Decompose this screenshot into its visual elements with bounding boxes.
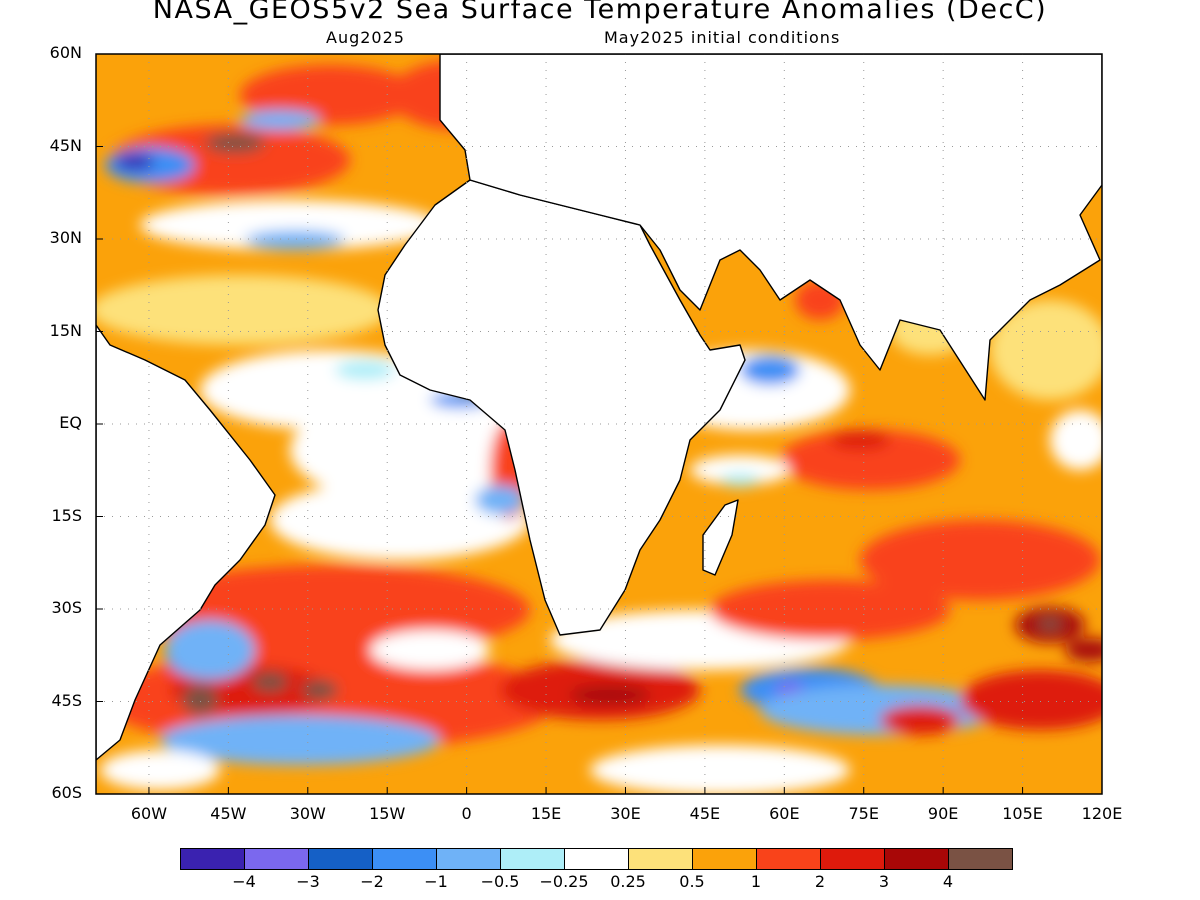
colorbar-label: −3 xyxy=(296,872,320,891)
initial-conditions: May2025 initial conditions xyxy=(604,28,841,47)
lat-label: 30S xyxy=(51,598,82,617)
colorbar-swatch xyxy=(309,849,373,869)
lon-label: 60W xyxy=(130,804,168,823)
colorbar-swatch xyxy=(245,849,309,869)
colorbar-label: −0.5 xyxy=(480,872,520,891)
valid-month: Aug2025 xyxy=(326,28,405,47)
colorbar-label: −0.25 xyxy=(539,872,589,891)
lon-label: 60E xyxy=(769,804,800,823)
colorbar-label: −1 xyxy=(424,872,448,891)
lat-label: 45S xyxy=(51,690,82,710)
lat-label: 60S xyxy=(51,783,82,802)
colorbar-label: 0.5 xyxy=(679,872,705,891)
colorbar xyxy=(180,848,1013,870)
europe-asia-landmass xyxy=(439,54,1102,401)
colorbar-label: 4 xyxy=(942,872,954,891)
lon-label: 105E xyxy=(1002,804,1043,823)
colorbar-label: −2 xyxy=(360,872,384,891)
lat-lon-grid xyxy=(96,54,1102,794)
lon-label: 75E xyxy=(848,804,879,823)
lon-label: 90E xyxy=(927,804,959,823)
colorbar-swatch xyxy=(565,849,629,869)
chart-title: NASA_GEOS5v2 Sea Surface Temperature Ano… xyxy=(152,0,1048,25)
colorbar-swatch xyxy=(373,849,437,869)
africa-landmass xyxy=(377,179,746,636)
land-masses xyxy=(96,54,1102,761)
colorbar-swatch xyxy=(949,849,1012,869)
lon-label: 15E xyxy=(530,804,562,823)
colorbar-swatch xyxy=(693,849,757,869)
colorbar-swatch xyxy=(821,849,885,869)
lat-label: 60N xyxy=(49,43,82,62)
lat-label: 15N xyxy=(49,320,82,340)
lat-label: 15S xyxy=(51,505,82,525)
lon-label: 30E xyxy=(610,804,641,823)
lon-label: 15W xyxy=(369,804,406,823)
lon-label: 45W xyxy=(210,804,247,823)
colorbar-label: 3 xyxy=(878,872,890,891)
lon-label: 0 xyxy=(461,804,472,823)
lat-label: 45N xyxy=(49,135,82,155)
colorbar-label: 0.25 xyxy=(610,872,646,891)
colorbar-swatch xyxy=(629,849,693,869)
lon-label: 30W xyxy=(289,804,326,823)
axis-ticks xyxy=(96,53,1103,795)
anomaly-field xyxy=(96,54,1102,794)
colorbar-swatch xyxy=(885,849,949,869)
colorbar-label: 2 xyxy=(814,872,826,891)
lon-label: 120E xyxy=(1081,804,1123,823)
colorbar-label: −4 xyxy=(232,872,256,891)
colorbar-swatch xyxy=(181,849,245,869)
lon-label: 45E xyxy=(689,804,721,823)
lat-label: EQ xyxy=(59,413,82,432)
south-america-landmass xyxy=(96,324,276,761)
colorbar-swatch xyxy=(757,849,821,869)
colorbar-swatch xyxy=(437,849,501,869)
madagascar xyxy=(702,499,739,576)
colorbar-label: 1 xyxy=(750,872,762,891)
colorbar-swatch xyxy=(501,849,565,869)
lat-label: 30N xyxy=(49,228,82,247)
